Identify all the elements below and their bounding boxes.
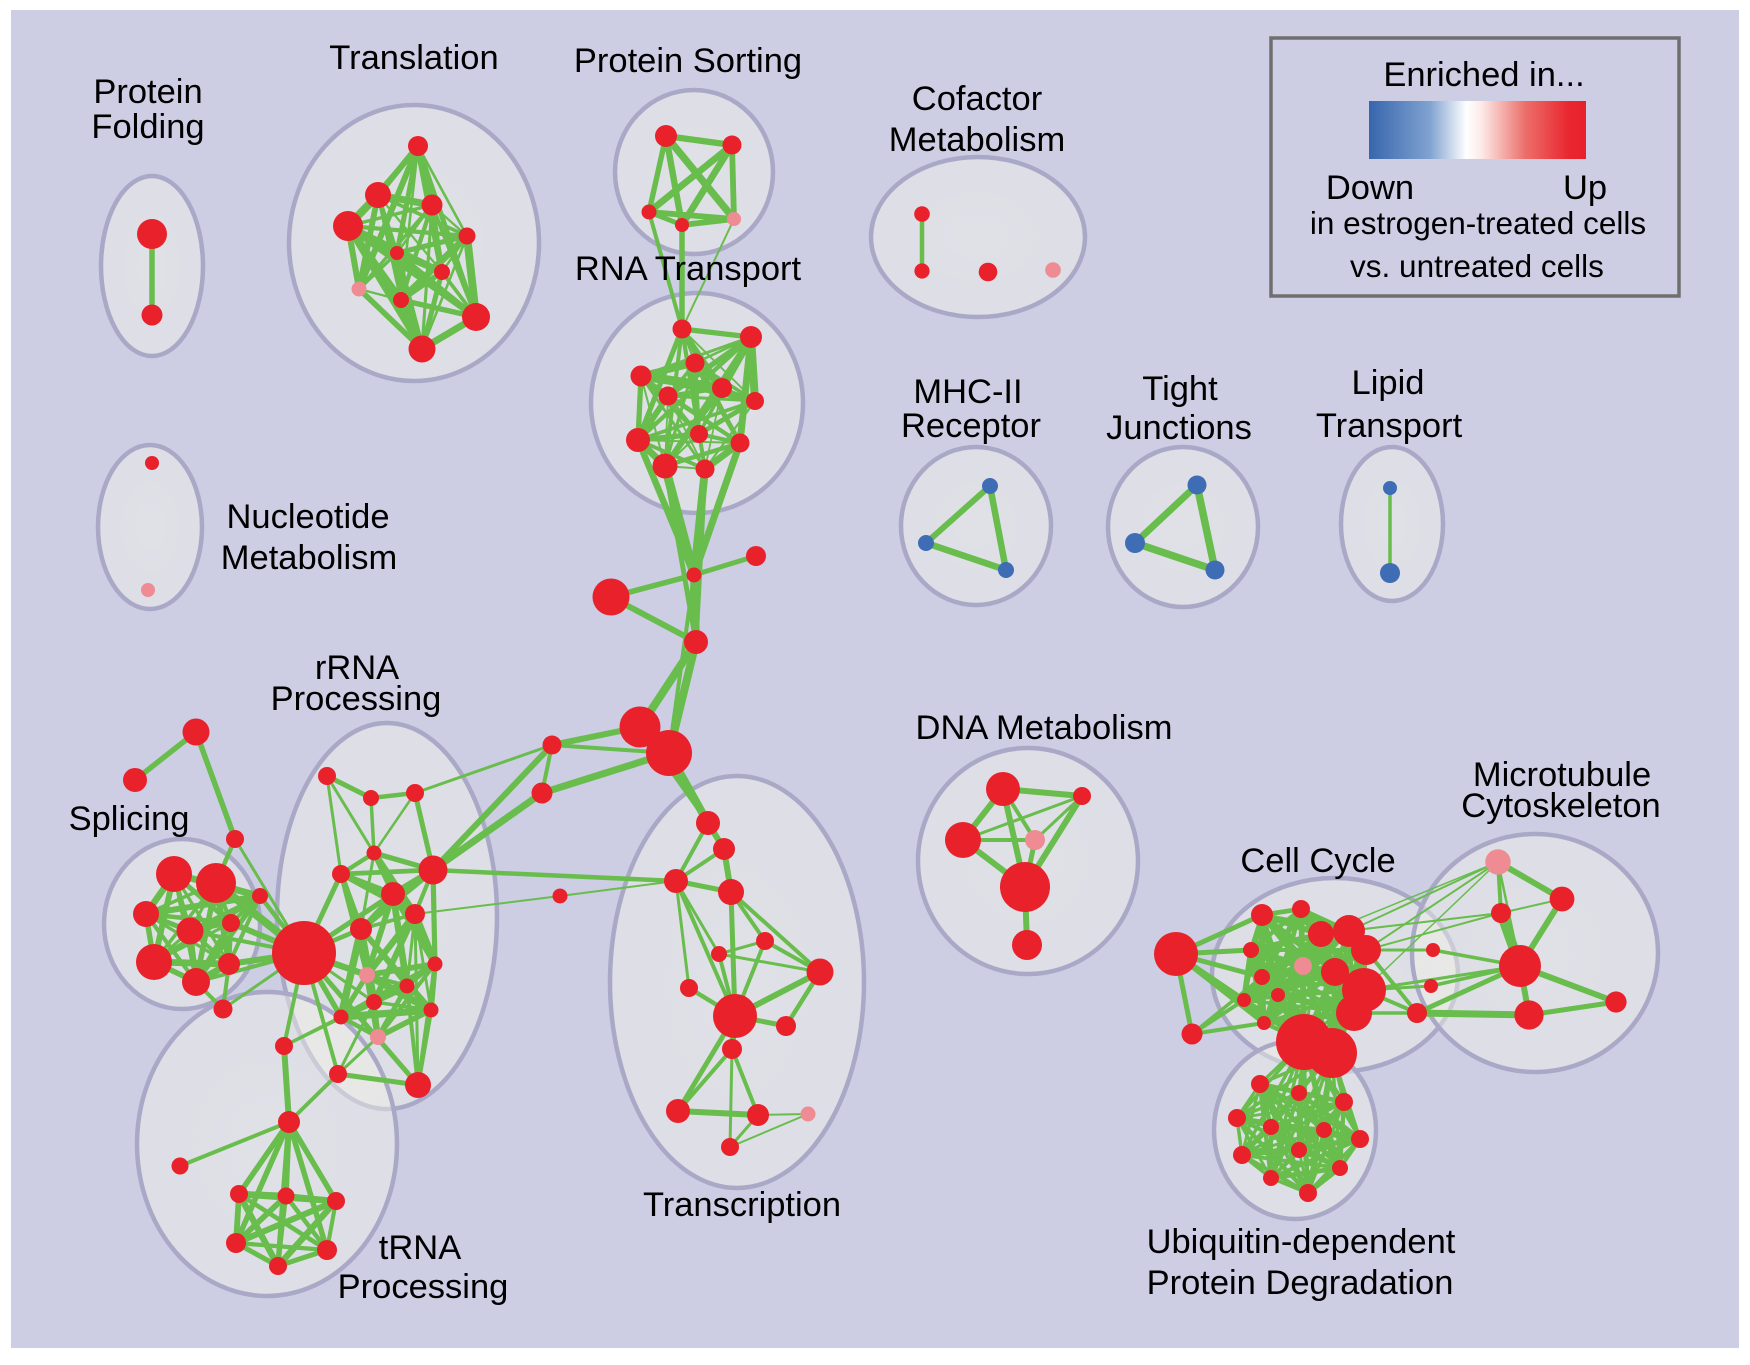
svg-text:Nucleotide: Nucleotide bbox=[226, 498, 389, 536]
svg-text:in estrogen-treated cells: in estrogen-treated cells bbox=[1310, 205, 1646, 241]
svg-text:Protein: Protein bbox=[93, 73, 202, 111]
svg-text:Processing: Processing bbox=[271, 680, 442, 718]
svg-text:Tight: Tight bbox=[1142, 370, 1218, 408]
svg-text:Junctions: Junctions bbox=[1106, 409, 1252, 447]
svg-text:Transcription: Transcription bbox=[643, 1186, 841, 1224]
svg-text:RNA Transport: RNA Transport bbox=[575, 250, 802, 288]
svg-text:Up: Up bbox=[1563, 169, 1607, 207]
svg-text:rRNA: rRNA bbox=[315, 649, 399, 687]
svg-text:Cytoskeleton: Cytoskeleton bbox=[1461, 787, 1660, 825]
svg-text:Metabolism: Metabolism bbox=[889, 121, 1065, 159]
svg-text:Protein Degradation: Protein Degradation bbox=[1147, 1264, 1454, 1302]
svg-text:MHC-II: MHC-II bbox=[913, 373, 1022, 411]
svg-text:Microtubule: Microtubule bbox=[1473, 756, 1651, 794]
svg-text:vs. untreated cells: vs. untreated cells bbox=[1350, 248, 1604, 284]
svg-text:Processing: Processing bbox=[338, 1268, 509, 1306]
svg-text:Receptor: Receptor bbox=[901, 407, 1041, 445]
svg-text:tRNA: tRNA bbox=[379, 1229, 461, 1267]
svg-text:Transport: Transport bbox=[1316, 407, 1463, 445]
svg-text:Cell Cycle: Cell Cycle bbox=[1240, 842, 1395, 880]
svg-text:Protein Sorting: Protein Sorting bbox=[574, 42, 802, 80]
svg-text:Metabolism: Metabolism bbox=[221, 539, 397, 577]
svg-text:Splicing: Splicing bbox=[69, 800, 190, 838]
svg-text:Folding: Folding bbox=[91, 108, 204, 146]
svg-text:Enriched in...: Enriched in... bbox=[1383, 56, 1584, 94]
svg-text:DNA Metabolism: DNA Metabolism bbox=[916, 709, 1173, 747]
svg-text:Lipid: Lipid bbox=[1352, 364, 1425, 402]
svg-text:Cofactor: Cofactor bbox=[912, 80, 1042, 118]
svg-text:Translation: Translation bbox=[329, 39, 498, 77]
svg-text:Ubiquitin-dependent: Ubiquitin-dependent bbox=[1147, 1223, 1456, 1261]
svg-text:Down: Down bbox=[1326, 169, 1414, 207]
